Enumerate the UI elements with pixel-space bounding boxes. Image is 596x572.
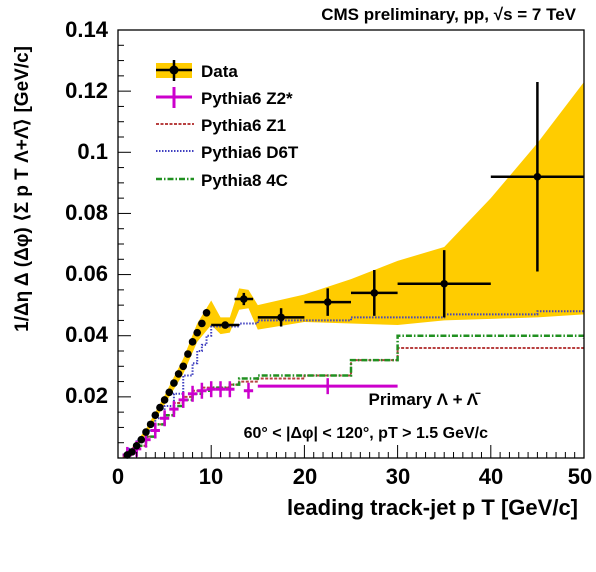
legend-label-4c: Pythia8 4C [201,171,288,190]
data-point-19 [240,295,248,303]
data-point-17 [202,308,211,317]
chart-title: CMS preliminary, pp, √s = 7 TeV [321,5,576,24]
y-tick-label-0.12: 0.12 [65,78,108,103]
mc-curve-3 [122,310,584,456]
data-point-23 [440,279,449,288]
data-point-12 [179,362,188,371]
data-point-20 [277,313,285,322]
legend-label-d6t: Pythia6 D6T [201,143,299,162]
y-tick-label-0.06: 0.06 [65,261,108,286]
data-point-7 [156,403,164,412]
legend: Data Pythia6 Z2* Pythia6 Z1 Pythia6 D6T … [156,60,299,190]
data-point-6 [151,411,160,420]
data-point-16 [198,319,206,328]
data-point-15 [193,328,202,337]
data-point-24 [533,172,542,181]
y-tick-label-0.14: 0.14 [65,17,109,42]
legend-label-data: Data [201,62,238,81]
x-tick-label-30: 30 [386,464,410,489]
x-tick-label-40: 40 [479,464,503,489]
annotation-cuts: 60° < |Δφ| < 120°, pT > 1.5 GeV/c [244,425,488,442]
data-point-14 [188,338,197,346]
legend-label-z1: Pythia6 Z1 [201,116,286,135]
x-tick-label-20: 20 [293,464,317,489]
annotation-primary-lambda: Primary Λ + Λ̄ [369,390,481,409]
data-point-5 [146,420,155,429]
data-point-9 [165,388,174,397]
data-point-21 [323,298,332,306]
x-axis-label: leading track-jet p T [GeV/c] [287,495,578,520]
data-point-10 [170,379,178,387]
data-point-13 [184,350,192,358]
y-tick-label-0.04: 0.04 [65,322,109,347]
data-systematic-band [127,81,584,457]
data-point-11 [174,370,183,378]
data-point-22 [370,289,379,297]
data-point-18 [221,321,229,329]
data-point-1 [128,448,136,456]
data-point-2 [132,441,141,450]
y-tick-label-0.02: 0.02 [65,383,108,408]
axis-ticks [117,29,585,459]
x-tick-label-10: 10 [199,464,223,489]
x-tick-label-0: 0 [112,464,124,489]
data-syst-band-layer [127,81,584,457]
legend-label-z2star: Pythia6 Z2* [201,89,293,108]
data-point-3 [137,435,146,444]
data-point-8 [160,396,169,404]
y-axis-label: 1/Δη Δ (Δφ) ⟨Σ p T Λ+Λ̄⟩ [GeV/c] [12,46,33,332]
y-tick-label-0.1: 0.1 [77,139,108,164]
data-point-4 [142,428,150,436]
legend-data-marker [169,65,179,75]
x-tick-label-50: 50 [568,464,592,489]
y-tick-label-0.08: 0.08 [65,200,108,225]
data-points-layer [123,81,584,459]
